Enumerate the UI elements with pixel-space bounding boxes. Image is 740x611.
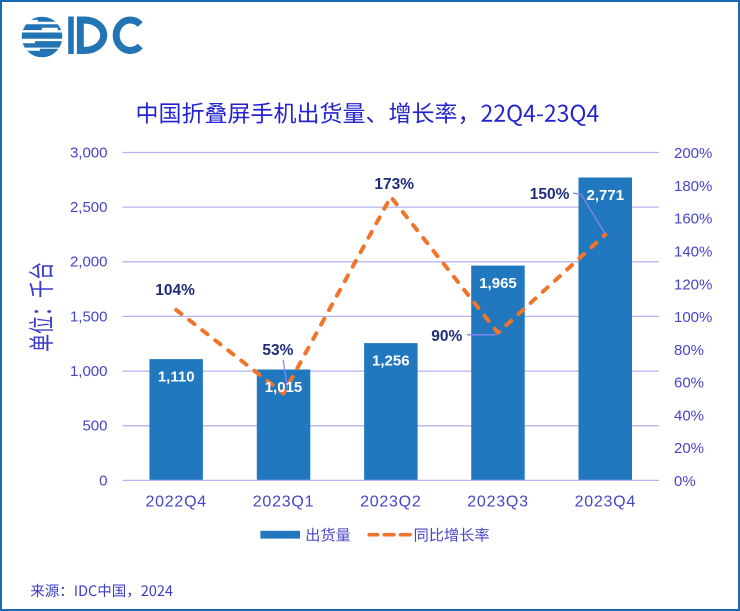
svg-text:53%: 53% bbox=[262, 342, 293, 359]
svg-text:150%: 150% bbox=[530, 186, 570, 203]
svg-text:20%: 20% bbox=[674, 440, 704, 457]
svg-text:0%: 0% bbox=[674, 473, 696, 490]
svg-text:90%: 90% bbox=[431, 328, 462, 345]
svg-text:2023Q1: 2023Q1 bbox=[253, 493, 314, 510]
svg-text:2,000: 2,000 bbox=[70, 254, 108, 271]
svg-text:60%: 60% bbox=[674, 375, 704, 392]
svg-text:1,110: 1,110 bbox=[158, 369, 195, 386]
svg-text:2023Q2: 2023Q2 bbox=[360, 493, 421, 510]
svg-text:40%: 40% bbox=[674, 407, 704, 424]
svg-text:0: 0 bbox=[99, 472, 107, 489]
svg-text:80%: 80% bbox=[674, 342, 704, 359]
svg-text:100%: 100% bbox=[674, 309, 712, 326]
svg-text:120%: 120% bbox=[674, 276, 712, 293]
svg-text:173%: 173% bbox=[374, 176, 414, 193]
svg-text:2023Q3: 2023Q3 bbox=[467, 493, 528, 510]
svg-text:1,965: 1,965 bbox=[479, 275, 517, 292]
svg-text:2,771: 2,771 bbox=[587, 187, 625, 204]
svg-text:2022Q4: 2022Q4 bbox=[145, 493, 206, 510]
svg-text:1,500: 1,500 bbox=[70, 308, 108, 325]
svg-text:180%: 180% bbox=[674, 178, 712, 195]
svg-text:500: 500 bbox=[82, 418, 107, 435]
svg-text:1,015: 1,015 bbox=[265, 379, 303, 396]
svg-text:2,500: 2,500 bbox=[70, 199, 108, 216]
svg-text:104%: 104% bbox=[155, 282, 195, 299]
svg-text:1,000: 1,000 bbox=[70, 363, 108, 380]
svg-text:200%: 200% bbox=[674, 145, 712, 162]
svg-text:140%: 140% bbox=[674, 244, 712, 261]
svg-text:2023Q4: 2023Q4 bbox=[575, 493, 636, 510]
svg-text:160%: 160% bbox=[674, 211, 712, 228]
svg-text:3,000: 3,000 bbox=[70, 144, 108, 161]
svg-text:1,256: 1,256 bbox=[372, 353, 410, 370]
